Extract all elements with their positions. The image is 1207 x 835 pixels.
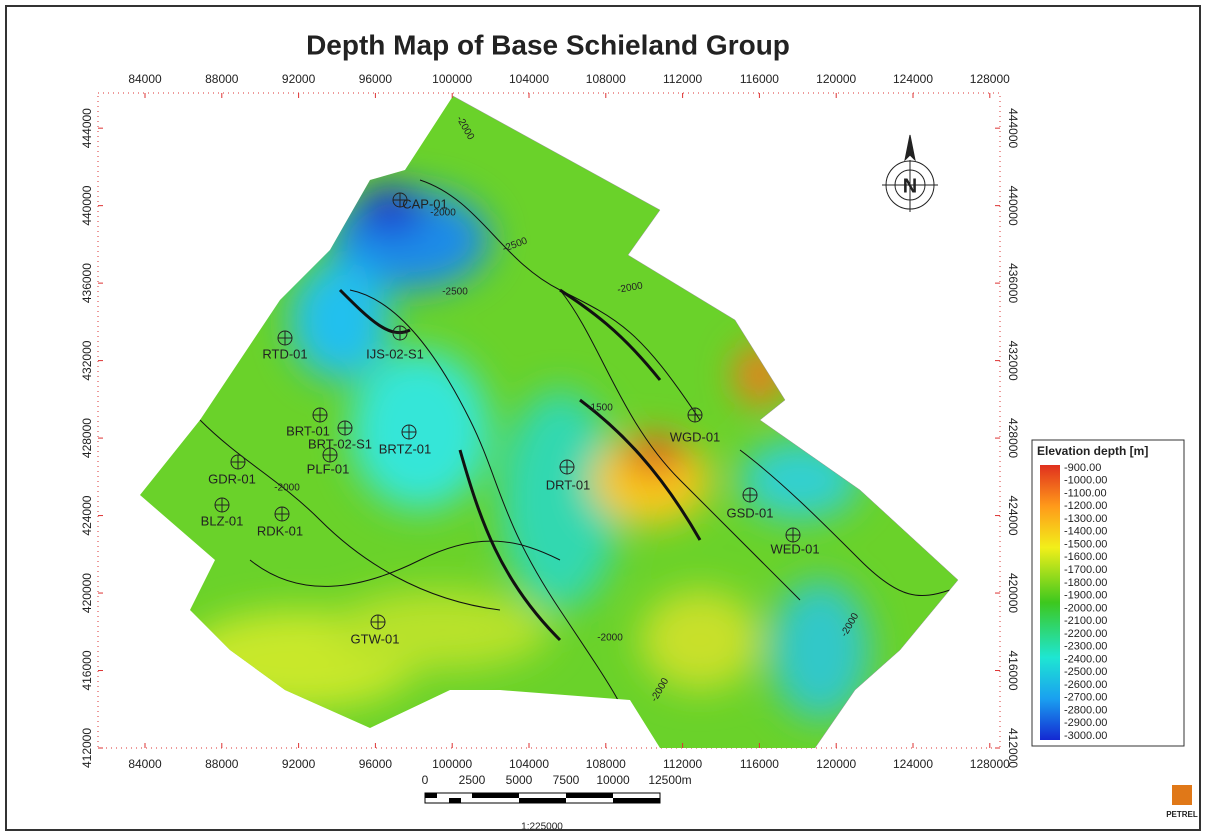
x-tick-label: 108000 (586, 757, 626, 771)
y-tick-label: 416000 (80, 650, 94, 690)
scale-label: 5000 (506, 773, 533, 787)
well-label: BRT-02-S1 (308, 436, 372, 451)
map-page: Depth Map of Base Schieland Group N Elev… (0, 0, 1207, 835)
x-tick-label: 112000 (663, 757, 702, 771)
legend-label: -2300.00 (1064, 641, 1107, 653)
x-tick-label: 84000 (128, 757, 162, 771)
well-label: BLZ-01 (201, 513, 244, 528)
x-tick-label: 96000 (359, 757, 393, 771)
map-title: Depth Map of Base Schieland Group (306, 29, 790, 60)
logo: PETREL (1166, 810, 1198, 819)
x-tick-label: 116000 (740, 72, 779, 86)
y-tick-label: 444000 (80, 108, 94, 148)
y-tick-label: 436000 (80, 263, 94, 303)
legend-label: -2500.00 (1064, 666, 1107, 678)
y-tick-label: 412000 (1006, 728, 1020, 768)
legend-label: -1100.00 (1064, 487, 1107, 499)
well-label: IJS-02-S1 (366, 346, 424, 361)
legend-label: -1900.00 (1064, 590, 1107, 602)
y-tick-label: 440000 (1006, 186, 1020, 226)
well-label: BRTZ-01 (379, 441, 432, 456)
contour-label: -2000 (274, 483, 300, 494)
legend-label: -2400.00 (1064, 653, 1107, 665)
legend-label: -1800.00 (1064, 577, 1107, 589)
well-label: DRT-01 (546, 477, 591, 492)
legend-title: Elevation depth [m] (1037, 444, 1148, 458)
legend-label: -1200.00 (1064, 500, 1107, 512)
legend-label: -2600.00 (1064, 679, 1107, 691)
x-tick-label: 104000 (509, 757, 549, 771)
legend-label: -1500.00 (1064, 538, 1107, 550)
legend-label: -2000.00 (1064, 602, 1107, 614)
well-label: WGD-01 (670, 429, 721, 444)
y-tick-label: 420000 (1006, 573, 1020, 613)
y-tick-label: 420000 (80, 573, 94, 613)
scale-ratio: 1:225000 (521, 822, 563, 833)
x-tick-label: 88000 (205, 757, 239, 771)
scale-bar (425, 793, 660, 803)
x-tick-label: 92000 (282, 72, 316, 86)
contour-label: -2000 (430, 208, 456, 219)
x-tick-label: 124000 (893, 72, 933, 86)
scale-label: 10000 (596, 773, 630, 787)
legend-label: -1400.00 (1064, 526, 1107, 538)
scale-label: 12500m (648, 773, 691, 787)
y-tick-label: 424000 (80, 495, 94, 535)
x-tick-label: 120000 (816, 72, 856, 86)
scale-label: 7500 (553, 773, 580, 787)
scale-label: 2500 (459, 773, 486, 787)
legend-label: -3000.00 (1064, 730, 1107, 742)
color-bar (1040, 465, 1060, 740)
legend-label: -2900.00 (1064, 717, 1107, 729)
x-tick-label: 100000 (432, 757, 472, 771)
well-label: GTW-01 (351, 631, 400, 646)
svg-text:N: N (903, 175, 917, 197)
well-label: GDR-01 (208, 471, 256, 486)
logo-icon (1172, 785, 1192, 805)
x-tick-label: 128000 (970, 757, 1010, 771)
x-tick-label: 92000 (282, 757, 316, 771)
contour-label: -2000 (597, 633, 623, 644)
legend-label: -1600.00 (1064, 551, 1107, 563)
legend-label: -1300.00 (1064, 513, 1107, 525)
well-label: WED-01 (770, 541, 819, 556)
well-label: RDK-01 (257, 523, 303, 538)
y-tick-label: 432000 (80, 340, 94, 380)
legend-label: -2800.00 (1064, 704, 1107, 716)
y-tick-label: 428000 (1006, 418, 1020, 458)
x-tick-label: 108000 (586, 72, 626, 86)
y-tick-label: 424000 (1006, 496, 1020, 536)
y-tick-label: 444000 (1006, 108, 1020, 148)
contour-label: -2500 (442, 287, 468, 298)
legend-label: -1700.00 (1064, 564, 1107, 576)
scale-label: 0 (422, 773, 429, 787)
x-tick-label: 104000 (509, 72, 549, 86)
y-tick-label: 440000 (80, 185, 94, 225)
y-tick-label: 412000 (80, 728, 94, 768)
y-tick-label: 436000 (1006, 263, 1020, 303)
y-tick-label: 428000 (80, 418, 94, 458)
legend-label: -1000.00 (1064, 475, 1107, 487)
legend-label: -2700.00 (1064, 692, 1107, 704)
x-tick-label: 88000 (205, 72, 239, 86)
y-tick-label: 432000 (1006, 341, 1020, 381)
x-tick-label: 84000 (128, 72, 162, 86)
x-tick-label: 112000 (663, 72, 702, 86)
contour-label: -1500 (587, 403, 613, 414)
x-tick-label: 120000 (816, 757, 856, 771)
well-label: PLF-01 (307, 461, 350, 476)
legend-label: -2200.00 (1064, 628, 1107, 640)
x-tick-label: 128000 (970, 72, 1010, 86)
y-tick-label: 416000 (1006, 650, 1020, 690)
x-tick-label: 96000 (359, 72, 393, 86)
well-label: GSD-01 (727, 505, 774, 520)
x-tick-label: 116000 (740, 757, 779, 771)
x-tick-label: 100000 (432, 72, 472, 86)
legend-label: -2100.00 (1064, 615, 1107, 627)
x-tick-label: 124000 (893, 757, 933, 771)
legend-label: -900.00 (1064, 462, 1101, 474)
well-label: RTD-01 (262, 346, 307, 361)
